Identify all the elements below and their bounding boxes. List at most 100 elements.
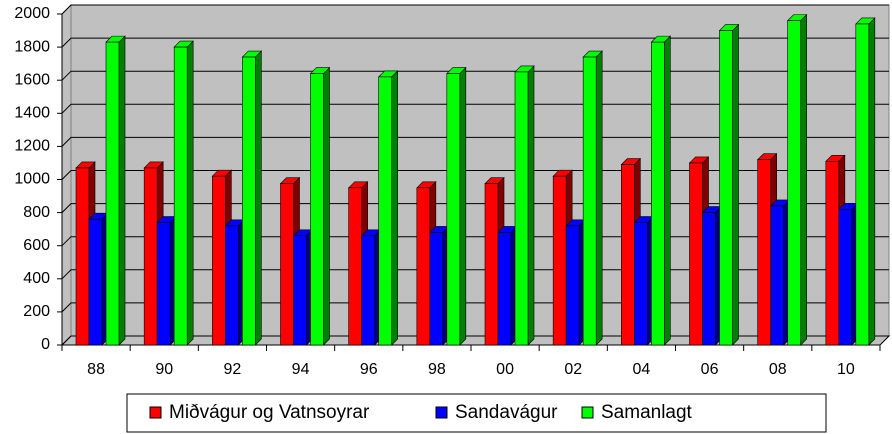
bar-front bbox=[416, 187, 431, 346]
bar-front bbox=[156, 222, 171, 346]
bar bbox=[650, 35, 672, 346]
bar-side bbox=[118, 35, 126, 346]
grid-line bbox=[61, 236, 889, 247]
grid-line bbox=[61, 4, 889, 15]
bar-side bbox=[391, 70, 398, 346]
bar bbox=[377, 70, 399, 346]
bar bbox=[105, 35, 126, 346]
bar bbox=[855, 17, 876, 346]
bar bbox=[360, 229, 382, 346]
x-tick-label: 92 bbox=[224, 361, 242, 378]
bar-side bbox=[664, 35, 671, 346]
y-tick-label: 1000 bbox=[14, 171, 50, 188]
x-tick-label: 96 bbox=[360, 361, 378, 378]
bar-side bbox=[732, 23, 739, 346]
y-tick-label: 400 bbox=[23, 270, 50, 287]
bar-front bbox=[651, 41, 665, 346]
grid-line bbox=[61, 37, 889, 48]
bar-front bbox=[838, 208, 853, 346]
bar-front bbox=[825, 160, 840, 346]
bar-front bbox=[105, 41, 120, 346]
grid-line bbox=[61, 136, 889, 147]
bar-front bbox=[621, 164, 635, 346]
bar-front bbox=[484, 183, 499, 346]
grid-line bbox=[61, 170, 889, 180]
bar bbox=[565, 219, 586, 346]
legend-label: Miðvágur og Vatnsoyrar bbox=[169, 402, 370, 423]
bar-front bbox=[565, 225, 580, 346]
y-tick-label: 600 bbox=[23, 237, 50, 254]
bar-front bbox=[429, 232, 444, 346]
y-tick-label: 2000 bbox=[14, 5, 50, 22]
bar-front bbox=[280, 183, 294, 346]
bar-front bbox=[88, 218, 103, 346]
grid-line bbox=[61, 203, 889, 213]
bar bbox=[446, 66, 467, 346]
legend-swatch bbox=[581, 406, 594, 419]
bar-side bbox=[323, 66, 330, 346]
x-tick-label: 10 bbox=[837, 361, 855, 378]
bar-front bbox=[310, 73, 324, 346]
bar-front bbox=[361, 235, 375, 346]
y-tick-label: 200 bbox=[23, 303, 50, 320]
bar bbox=[88, 212, 109, 346]
bar-front bbox=[787, 20, 801, 346]
x-tick-label: 88 bbox=[87, 361, 105, 378]
x-tick-label: 06 bbox=[701, 361, 719, 378]
bar bbox=[429, 225, 450, 346]
bar-front bbox=[446, 73, 461, 346]
bar bbox=[224, 219, 246, 346]
bar-front bbox=[75, 167, 90, 346]
bar bbox=[633, 215, 655, 346]
bar-side bbox=[255, 50, 262, 346]
bar bbox=[292, 229, 314, 346]
y-tick-label: 800 bbox=[23, 204, 50, 221]
bar-side bbox=[186, 40, 194, 346]
bar-front bbox=[770, 205, 784, 346]
bar-front bbox=[757, 159, 771, 346]
bar bbox=[718, 23, 740, 346]
bar-front bbox=[855, 23, 870, 346]
bar bbox=[582, 50, 603, 346]
bar bbox=[786, 13, 808, 346]
legend-box bbox=[126, 393, 827, 433]
bar-front bbox=[143, 167, 158, 346]
y-tick-label: 0 bbox=[41, 336, 50, 353]
bar-side bbox=[527, 65, 535, 346]
x-tick-label: 98 bbox=[428, 361, 446, 378]
bar bbox=[309, 66, 331, 346]
bar bbox=[156, 215, 177, 346]
bar-front bbox=[514, 71, 529, 346]
bar-front bbox=[689, 162, 703, 346]
bar-side bbox=[595, 50, 603, 346]
bar-front bbox=[582, 56, 597, 346]
bar-front bbox=[173, 46, 188, 346]
bar bbox=[701, 205, 723, 346]
bar-front bbox=[719, 30, 733, 346]
bar-front bbox=[348, 187, 362, 346]
bar-front bbox=[242, 56, 256, 346]
bar-front bbox=[702, 212, 716, 346]
bar-front bbox=[212, 175, 226, 346]
grid-line bbox=[61, 302, 889, 313]
bar-front bbox=[497, 232, 512, 346]
x-tick-label: 94 bbox=[292, 361, 310, 378]
grid-line bbox=[61, 70, 889, 81]
bar-front bbox=[293, 235, 307, 346]
legend-label: Sandavágur bbox=[455, 402, 558, 423]
bar-side bbox=[459, 66, 467, 346]
bar bbox=[241, 50, 263, 346]
bar-side bbox=[868, 17, 876, 346]
legend-label: Samanlagt bbox=[601, 402, 693, 423]
x-tick-label: 02 bbox=[564, 361, 582, 378]
bar bbox=[838, 202, 859, 346]
x-tick-label: 04 bbox=[633, 361, 651, 378]
y-tick-label: 1600 bbox=[14, 71, 50, 88]
bar bbox=[497, 225, 518, 346]
grid-line bbox=[61, 269, 889, 280]
x-tick-label: 08 bbox=[769, 361, 787, 378]
bar bbox=[769, 199, 791, 346]
bar-front bbox=[225, 225, 239, 346]
bar-front bbox=[552, 175, 567, 346]
legend-swatch bbox=[149, 406, 162, 419]
